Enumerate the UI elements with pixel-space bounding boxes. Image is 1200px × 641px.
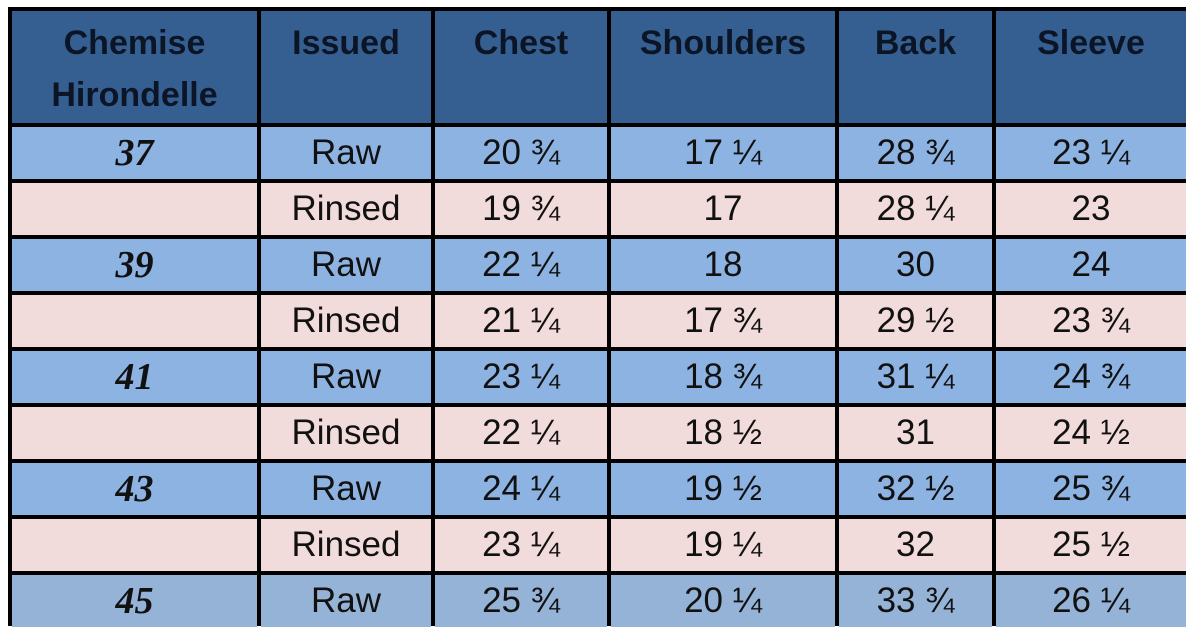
issued-cell: Raw: [261, 463, 431, 515]
size-cell: [12, 519, 257, 571]
size-cell: 45: [12, 575, 257, 627]
sleeve-cell: 24 ¾: [996, 351, 1186, 403]
table-body: 37 Raw 20 ¾ 17 ¼ 28 ¾ 23 ¼ Rinsed 19 ¾ 1…: [12, 127, 1186, 627]
chest-cell: 25 ¾: [435, 575, 607, 627]
shoulders-cell: 17 ¼: [611, 127, 835, 179]
back-cell: 29 ½: [839, 295, 992, 347]
chest-cell: 19 ¾: [435, 183, 607, 235]
size-chart-table: Chemise Hirondelle Issued Chest Shoulder…: [8, 7, 1190, 631]
table-row: Rinsed 21 ¼ 17 ¾ 29 ½ 23 ¾: [12, 295, 1186, 347]
shoulders-cell: 19 ¼: [611, 519, 835, 571]
chest-cell: 22 ¼: [435, 239, 607, 291]
table-row: Rinsed 22 ¼ 18 ½ 31 24 ½: [12, 407, 1186, 459]
size-cell: 43: [12, 463, 257, 515]
table-row: 37 Raw 20 ¾ 17 ¼ 28 ¾ 23 ¼: [12, 127, 1186, 179]
table-row: 45 Raw 25 ¾ 20 ¼ 33 ¾ 26 ¼: [12, 575, 1186, 627]
table-row: Rinsed 19 ¾ 17 28 ¼ 23: [12, 183, 1186, 235]
sleeve-cell: 25 ½: [996, 519, 1186, 571]
header-issued: Issued: [261, 11, 431, 123]
table-row: Rinsed 23 ¼ 19 ¼ 32 25 ½: [12, 519, 1186, 571]
back-cell: 28 ¾: [839, 127, 992, 179]
sleeve-cell: 25 ¾: [996, 463, 1186, 515]
shoulders-cell: 20 ¼: [611, 575, 835, 627]
sleeve-cell: 24: [996, 239, 1186, 291]
header-row: Chemise Hirondelle Issued Chest Shoulder…: [12, 11, 1186, 123]
table-row: 41 Raw 23 ¼ 18 ¾ 31 ¼ 24 ¾: [12, 351, 1186, 403]
back-cell: 30: [839, 239, 992, 291]
issued-cell: Rinsed: [261, 519, 431, 571]
size-cell: [12, 407, 257, 459]
header-chest: Chest: [435, 11, 607, 123]
header-back: Back: [839, 11, 992, 123]
issued-cell: Raw: [261, 351, 431, 403]
back-cell: 32: [839, 519, 992, 571]
sleeve-cell: 23 ¼: [996, 127, 1186, 179]
header-shoulders: Shoulders: [611, 11, 835, 123]
issued-cell: Raw: [261, 127, 431, 179]
issued-cell: Rinsed: [261, 295, 431, 347]
table-row: 39 Raw 22 ¼ 18 30 24: [12, 239, 1186, 291]
issued-cell: Rinsed: [261, 407, 431, 459]
chest-cell: 22 ¼: [435, 407, 607, 459]
chest-cell: 23 ¼: [435, 519, 607, 571]
sleeve-cell: 23 ¾: [996, 295, 1186, 347]
header-chemise-hirondelle: Chemise Hirondelle: [12, 11, 257, 123]
chest-cell: 24 ¼: [435, 463, 607, 515]
shoulders-cell: 19 ½: [611, 463, 835, 515]
table-header: Chemise Hirondelle Issued Chest Shoulder…: [12, 11, 1186, 123]
size-cell: 39: [12, 239, 257, 291]
back-cell: 31: [839, 407, 992, 459]
shoulders-cell: 17 ¾: [611, 295, 835, 347]
header-sleeve: Sleeve: [996, 11, 1186, 123]
back-cell: 31 ¼: [839, 351, 992, 403]
back-cell: 32 ½: [839, 463, 992, 515]
back-cell: 33 ¾: [839, 575, 992, 627]
issued-cell: Rinsed: [261, 183, 431, 235]
sleeve-cell: 26 ¼: [996, 575, 1186, 627]
chest-cell: 20 ¾: [435, 127, 607, 179]
issued-cell: Raw: [261, 575, 431, 627]
chest-cell: 21 ¼: [435, 295, 607, 347]
shoulders-cell: 18 ¾: [611, 351, 835, 403]
issued-cell: Raw: [261, 239, 431, 291]
table-row: 43 Raw 24 ¼ 19 ½ 32 ½ 25 ¾: [12, 463, 1186, 515]
shoulders-cell: 18: [611, 239, 835, 291]
shoulders-cell: 18 ½: [611, 407, 835, 459]
size-cell: 41: [12, 351, 257, 403]
back-cell: 28 ¼: [839, 183, 992, 235]
sleeve-cell: 23: [996, 183, 1186, 235]
size-cell: 37: [12, 127, 257, 179]
size-cell: [12, 295, 257, 347]
size-chart-table-wrapper: Chemise Hirondelle Issued Chest Shoulder…: [8, 7, 1186, 627]
chest-cell: 23 ¼: [435, 351, 607, 403]
sleeve-cell: 24 ½: [996, 407, 1186, 459]
size-cell: [12, 183, 257, 235]
shoulders-cell: 17: [611, 183, 835, 235]
